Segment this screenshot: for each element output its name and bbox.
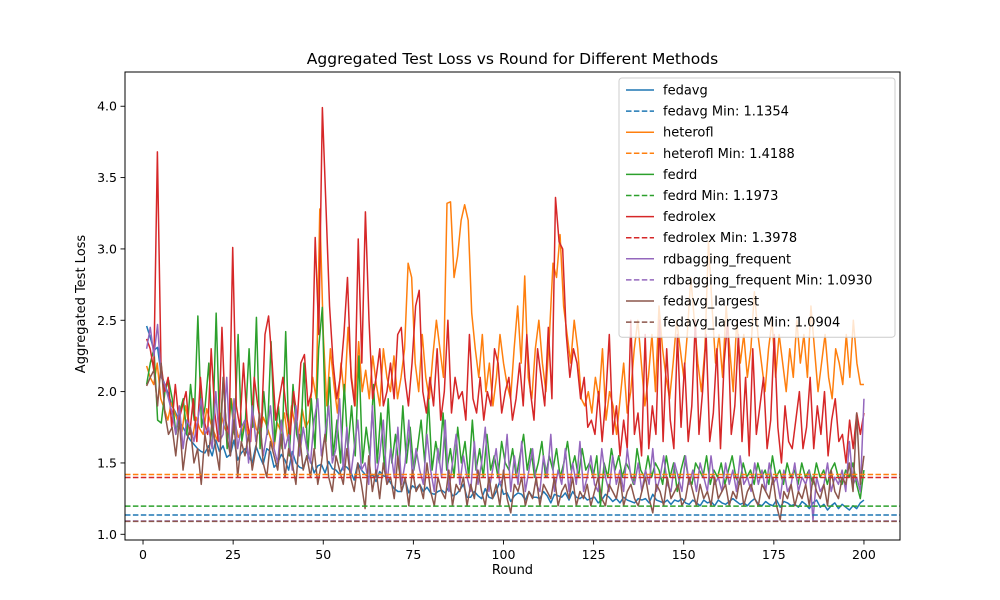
series-line-rdbagging-frequent <box>145 323 865 521</box>
legend-label-rdbagging-frequent-min: rdbagging_frequent Min: 1.0930 <box>663 273 872 288</box>
legend-label-fedavg: fedavg <box>663 84 708 99</box>
plot-frame <box>124 71 901 541</box>
series-line-fedavg-largest <box>145 362 865 521</box>
legend-box <box>618 77 896 338</box>
legend-label-heterofl-min: heterofl Min: 1.4188 <box>663 147 795 162</box>
y-tick-label: 2.0 <box>97 384 117 399</box>
x-tick-label: 25 <box>225 547 241 562</box>
x-tick-label: 175 <box>762 547 786 562</box>
x-tick-label: 75 <box>405 547 421 562</box>
x-tick-label: 125 <box>582 547 606 562</box>
legend-label-heterofl: heterofl <box>663 126 714 141</box>
legend-label-rdbagging-frequent: rdbagging_frequent <box>663 252 791 267</box>
x-tick-label: 150 <box>672 547 696 562</box>
legend-label-fedavg-min: fedavg Min: 1.1354 <box>663 105 789 120</box>
x-tick-label: 0 <box>139 547 147 562</box>
x-tick-label: 100 <box>492 547 516 562</box>
legend-label-fedrolex-min: fedrolex Min: 1.3978 <box>663 231 797 246</box>
legend-label-fedrolex: fedrolex <box>663 210 716 225</box>
x-axis: 0 25 50 75 100 125 150 175 200 <box>139 540 876 562</box>
y-axis: 1.0 1.5 2.0 2.5 3.0 3.5 4.0 <box>97 99 125 542</box>
legend-label-fedavg-largest-min: fedavg_largest Min: 1.0904 <box>663 316 840 331</box>
y-tick-label: 1.0 <box>97 527 117 542</box>
x-tick-label: 50 <box>315 547 331 562</box>
x-tick-label: 200 <box>852 547 876 562</box>
y-tick-label: 3.5 <box>97 170 117 185</box>
y-tick-label: 1.5 <box>97 455 117 470</box>
series-line-fedrolex <box>145 106 865 464</box>
legend-label-fedavg-largest: fedavg_largest <box>663 295 759 310</box>
chart-title: Aggregated Test Loss vs Round for Differ… <box>307 50 718 68</box>
y-axis-label: Aggregated Test Loss <box>74 235 89 374</box>
legend-label-fedrd-min: fedrd Min: 1.1973 <box>663 189 778 204</box>
legend: fedavg fedavg Min: 1.1354 heterofl heterofl… <box>618 77 896 338</box>
x-axis-label: Round <box>492 563 533 578</box>
series-lines <box>145 106 865 521</box>
min-reference-lines <box>125 473 900 523</box>
y-tick-label: 4.0 <box>97 99 117 114</box>
y-tick-label: 2.5 <box>97 313 117 328</box>
y-tick-label: 3.0 <box>97 241 117 256</box>
legend-label-fedrd: fedrd <box>663 168 697 183</box>
